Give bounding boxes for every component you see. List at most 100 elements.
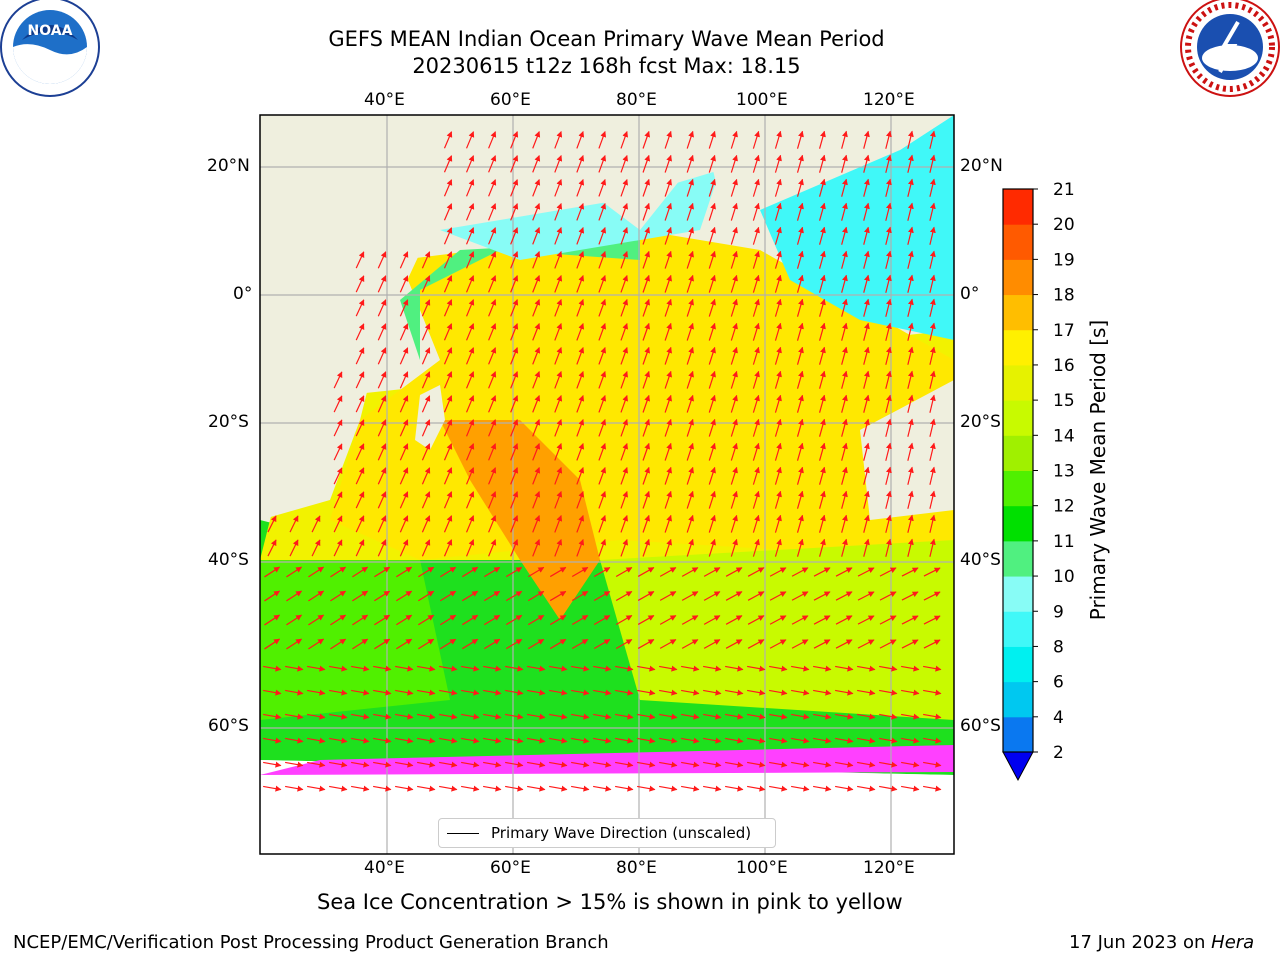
wave-direction-arrow (440, 638, 457, 650)
wave-direction-arrow (769, 713, 788, 720)
wave-direction-arrow (642, 466, 651, 485)
colorbar-segment (1003, 681, 1033, 718)
wave-direction-arrow (396, 566, 413, 578)
wave-direction-arrow (664, 370, 672, 389)
lat-label-right-0: 0° (960, 284, 980, 304)
wave-direction-arrow (686, 226, 694, 245)
colorbar-tick-label: 2 (1053, 743, 1064, 763)
wave-direction-arrow (796, 202, 804, 221)
wave-direction-arrow (311, 515, 321, 533)
wave-direction-arrow (598, 370, 607, 389)
wave-direction-arrow (791, 713, 810, 720)
wave-direction-arrow (796, 490, 804, 509)
wave-direction-arrow (901, 713, 920, 720)
wave-direction-arrow (769, 761, 788, 768)
wave-direction-arrow (885, 322, 892, 341)
wave-direction-arrow (505, 566, 523, 578)
wave-direction-arrow (598, 274, 607, 293)
wave-direction-arrow (285, 713, 304, 720)
wave-direction-arrow (929, 442, 936, 461)
wave-direction-arrow (885, 202, 892, 221)
wave-direction-arrow (465, 155, 475, 173)
wave-direction-arrow (307, 785, 326, 792)
wave-direction-arrow (527, 638, 545, 650)
wave-direction-arrow (355, 539, 365, 557)
wave-direction-arrow (929, 298, 936, 317)
wave-direction-arrow (769, 785, 788, 792)
wave-direction-arrow (421, 419, 431, 437)
wave-direction-arrow (352, 566, 369, 578)
wave-direction-arrow (929, 466, 936, 485)
wave-direction-arrow (598, 490, 607, 509)
wave-direction-arrow (835, 665, 854, 672)
colorbar-segment (1003, 189, 1033, 225)
wave-direction-arrow (637, 785, 656, 792)
wave-direction-arrow (571, 689, 590, 696)
wave-direction-arrow (439, 761, 458, 768)
wave-direction-arrow (863, 322, 870, 341)
wave-direction-arrow (885, 466, 892, 485)
wave-direction-arrow (615, 615, 633, 625)
wave-direction-arrow (461, 785, 480, 792)
wave-direction-arrow (730, 250, 738, 269)
wave-direction-arrow (747, 567, 765, 577)
wave-direction-arrow (857, 639, 875, 649)
wave-direction-arrow (263, 761, 282, 768)
wave-direction-arrow (907, 178, 914, 197)
wave-direction-arrow (885, 274, 892, 293)
wave-direction-arrow (901, 567, 919, 577)
wave-direction-arrow (532, 515, 541, 533)
wave-direction-arrow (664, 154, 672, 173)
wave-direction-arrow (857, 665, 876, 672)
wave-direction-arrow (923, 713, 942, 720)
wave-direction-arrow (774, 298, 782, 317)
wave-direction-arrow (747, 713, 766, 720)
wave-direction-arrow (510, 131, 519, 149)
wave-direction-arrow (929, 394, 936, 413)
wave-direction-arrow (576, 179, 585, 197)
wave-direction-arrow (465, 491, 475, 509)
wave-direction-arrow (510, 179, 519, 197)
wave-direction-arrow (703, 689, 722, 696)
wave-direction-arrow (421, 539, 431, 557)
wave-direction-arrow (901, 615, 919, 625)
wave-direction-arrow (440, 566, 457, 578)
wave-direction-arrow (752, 514, 760, 533)
wave-direction-arrow (819, 538, 826, 557)
wave-direction-arrow (549, 665, 568, 672)
wave-direction-arrow (819, 298, 826, 317)
wave-direction-arrow (686, 418, 694, 437)
wave-direction-arrow (505, 713, 524, 720)
wave-direction-arrow (819, 442, 826, 461)
land-africa (260, 115, 520, 520)
wave-direction-arrow (263, 713, 282, 720)
wave-direction-arrow (637, 567, 655, 577)
wave-direction-arrow (774, 226, 782, 245)
wave-direction-arrow (443, 155, 453, 173)
wave-direction-arrow (725, 713, 744, 720)
wave-direction-arrow (841, 394, 848, 413)
wave-direction-arrow (615, 689, 634, 696)
wave-direction-arrow (835, 567, 853, 577)
wave-direction-arrow (664, 418, 672, 437)
wave-direction-arrow (796, 274, 804, 293)
wave-direction-arrow (686, 274, 694, 293)
wave-direction-arrow (929, 226, 936, 245)
wave-direction-arrow (311, 539, 321, 557)
wave-direction-arrow (598, 346, 607, 365)
wave-direction-arrow (395, 737, 414, 744)
wave-direction-arrow (439, 713, 458, 720)
wave-direction-arrow (488, 491, 497, 509)
chart-subtitle: 20230615 t12z 168h fcst Max: 18.15 (412, 54, 801, 78)
wave-direction-arrow (752, 346, 760, 365)
legend-line-icon (447, 832, 479, 834)
wave-direction-arrow (841, 490, 848, 509)
wave-direction-arrow (554, 539, 563, 557)
wave-direction-arrow (532, 131, 541, 149)
wave-direction-arrow (377, 323, 387, 341)
wave-direction-arrow (373, 665, 392, 672)
wave-direction-arrow (465, 227, 475, 245)
wave-direction-arrow (929, 346, 936, 365)
wave-direction-arrow (642, 202, 651, 221)
wave-direction-arrow (929, 514, 936, 533)
